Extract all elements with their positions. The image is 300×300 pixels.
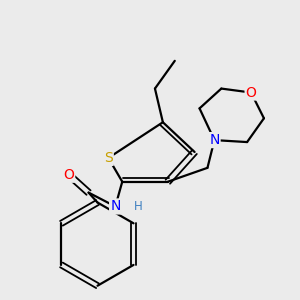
Text: O: O (63, 168, 74, 182)
Text: H: H (134, 200, 142, 213)
Text: O: O (246, 85, 256, 100)
Text: N: N (209, 133, 220, 147)
Text: S: S (104, 151, 113, 165)
Text: N: N (110, 200, 121, 214)
